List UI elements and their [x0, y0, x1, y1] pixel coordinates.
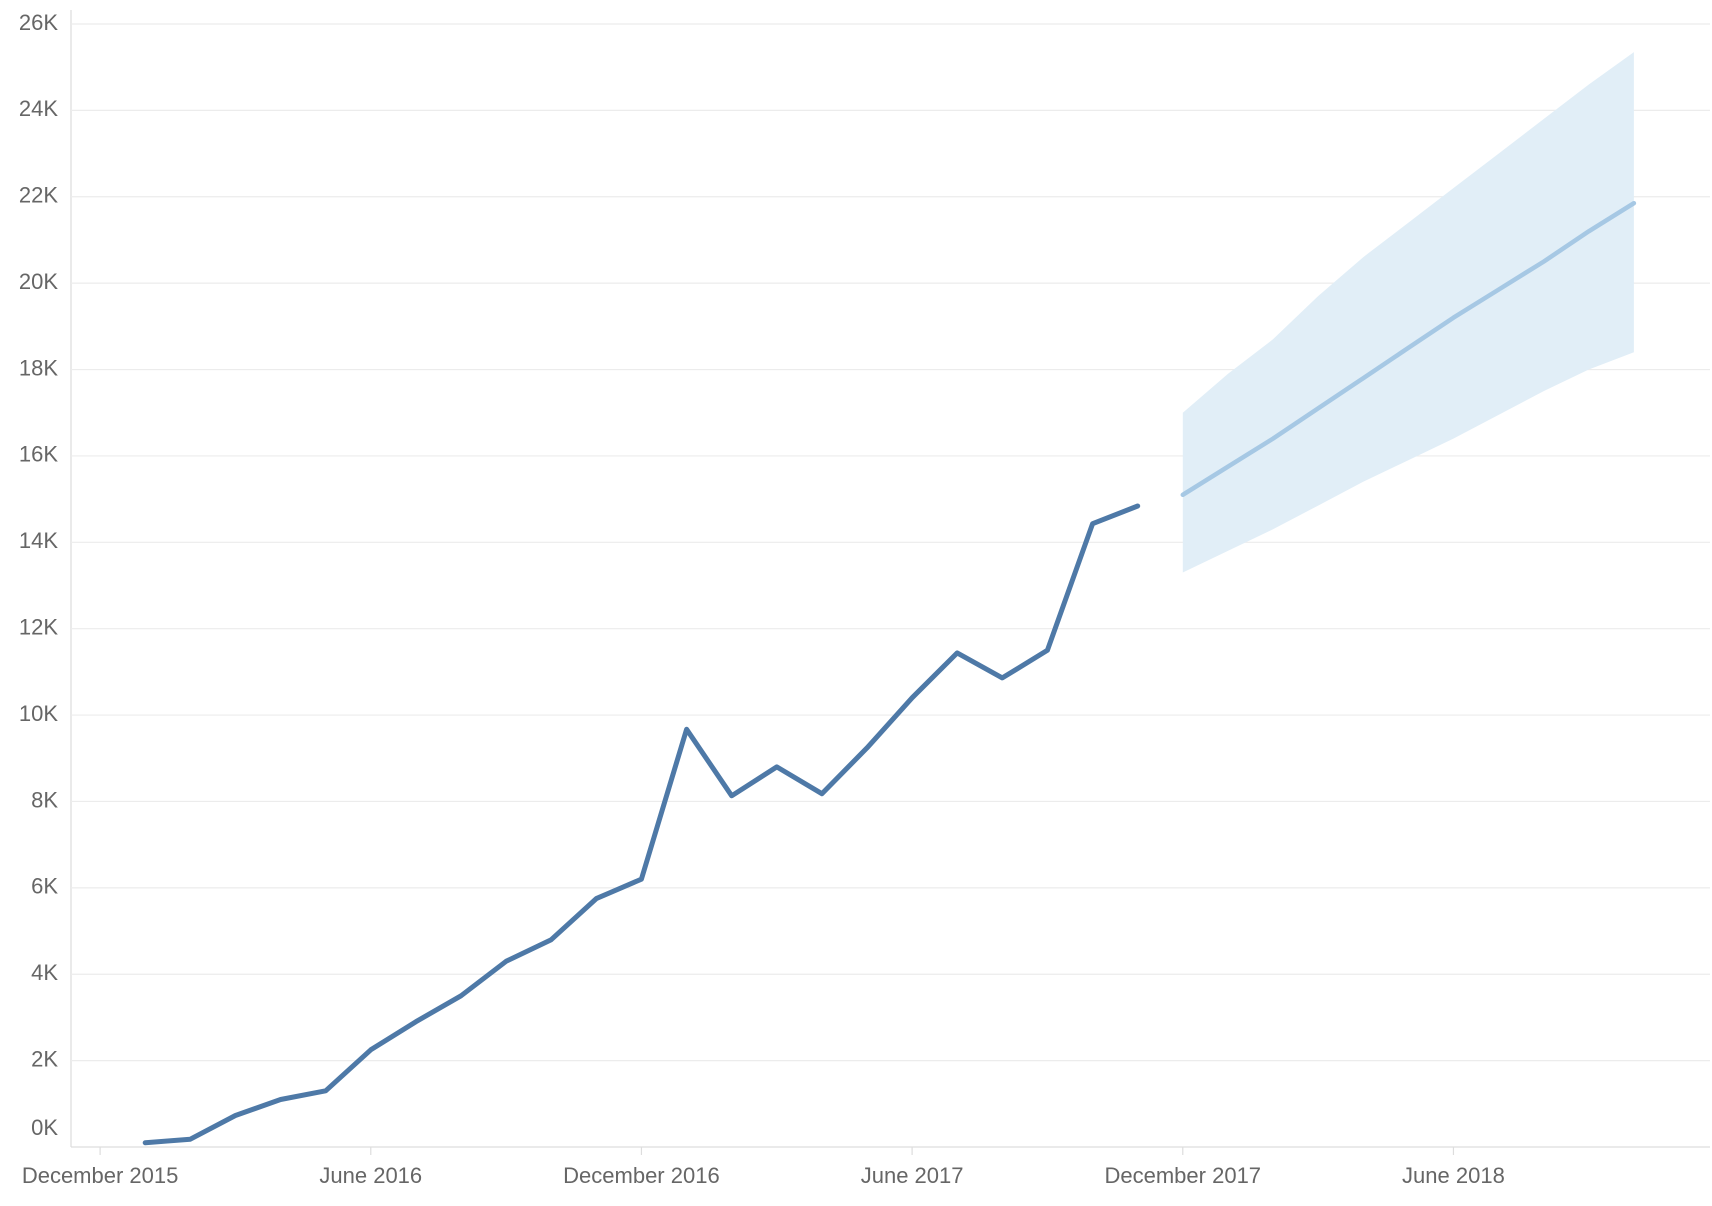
y-tick-label: 2K — [31, 1046, 58, 1071]
y-tick-label: 22K — [19, 183, 58, 208]
y-tick-label: 12K — [19, 615, 58, 640]
y-tick-label: 10K — [19, 701, 58, 726]
y-tick-label: 6K — [31, 874, 58, 899]
x-tick-label: December 2015 — [22, 1163, 179, 1188]
y-tick-label: 14K — [19, 528, 58, 553]
forecast-line — [1180, 200, 1637, 498]
y-tick-label: 16K — [19, 442, 58, 467]
y-tick-label: 26K — [19, 10, 58, 35]
y-tick-label: 8K — [31, 787, 58, 812]
x-tick-label: December 2017 — [1105, 1163, 1262, 1188]
y-tick-label: 18K — [19, 355, 58, 380]
x-tick-label: June 2017 — [861, 1163, 964, 1188]
y-tick-label: 24K — [19, 96, 58, 121]
y-tick-label: 4K — [31, 960, 58, 985]
y-tick-label: 20K — [19, 269, 58, 294]
x-tick-label: June 2016 — [319, 1163, 422, 1188]
x-tick-label: December 2016 — [563, 1163, 720, 1188]
y-tick-label: 0K — [31, 1115, 58, 1140]
x-tick-label: June 2018 — [1402, 1163, 1505, 1188]
data-line — [142, 503, 1141, 1146]
forecast-band — [1182, 52, 1634, 573]
